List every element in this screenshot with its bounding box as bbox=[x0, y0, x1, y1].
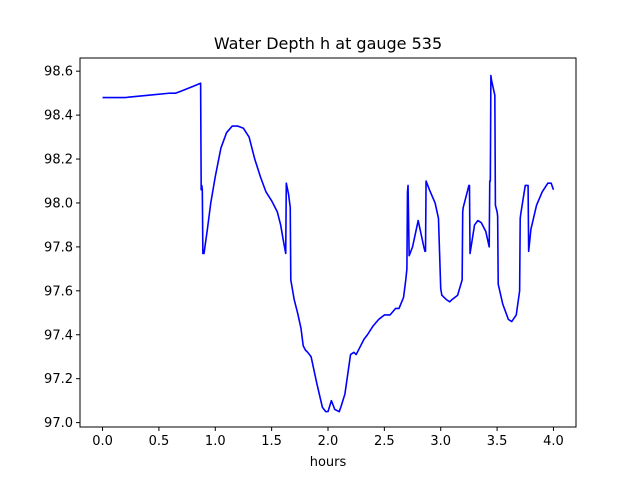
y-tick-label: 97.8 bbox=[44, 240, 73, 255]
y-tick-label: 98.2 bbox=[44, 153, 73, 168]
y-tick-label: 98.6 bbox=[44, 65, 73, 80]
chart-title: Water Depth h at gauge 535 bbox=[214, 34, 442, 53]
x-tick-label: 0.5 bbox=[149, 434, 170, 449]
y-tick-label: 97.4 bbox=[44, 328, 73, 343]
x-tick-label: 1.5 bbox=[261, 434, 282, 449]
x-axis-label: hours bbox=[310, 455, 347, 470]
x-tick-label: 3.5 bbox=[487, 434, 508, 449]
y-tick-label: 98.0 bbox=[44, 196, 73, 211]
y-tick-label: 98.4 bbox=[44, 109, 73, 124]
x-tick-label: 1.0 bbox=[205, 434, 226, 449]
x-tick-label: 4.0 bbox=[543, 434, 564, 449]
y-tick-label: 97.0 bbox=[44, 416, 73, 431]
x-tick-label: 0.0 bbox=[92, 434, 113, 449]
x-tick-label: 3.0 bbox=[430, 434, 451, 449]
x-tick-label: 2.5 bbox=[374, 434, 395, 449]
series-line-0 bbox=[102, 74, 555, 413]
plot-frame bbox=[79, 57, 577, 428]
x-tick-label: 2.0 bbox=[318, 434, 339, 449]
y-tick-label: 97.2 bbox=[44, 372, 73, 387]
plot-area: 0.0 0.5 1.0 1.5 2.0 2.5 3.0 3.5 4.0 97.0 97.2 97.4 9… bbox=[44, 57, 577, 449]
y-tick-label: 97.6 bbox=[44, 284, 73, 299]
